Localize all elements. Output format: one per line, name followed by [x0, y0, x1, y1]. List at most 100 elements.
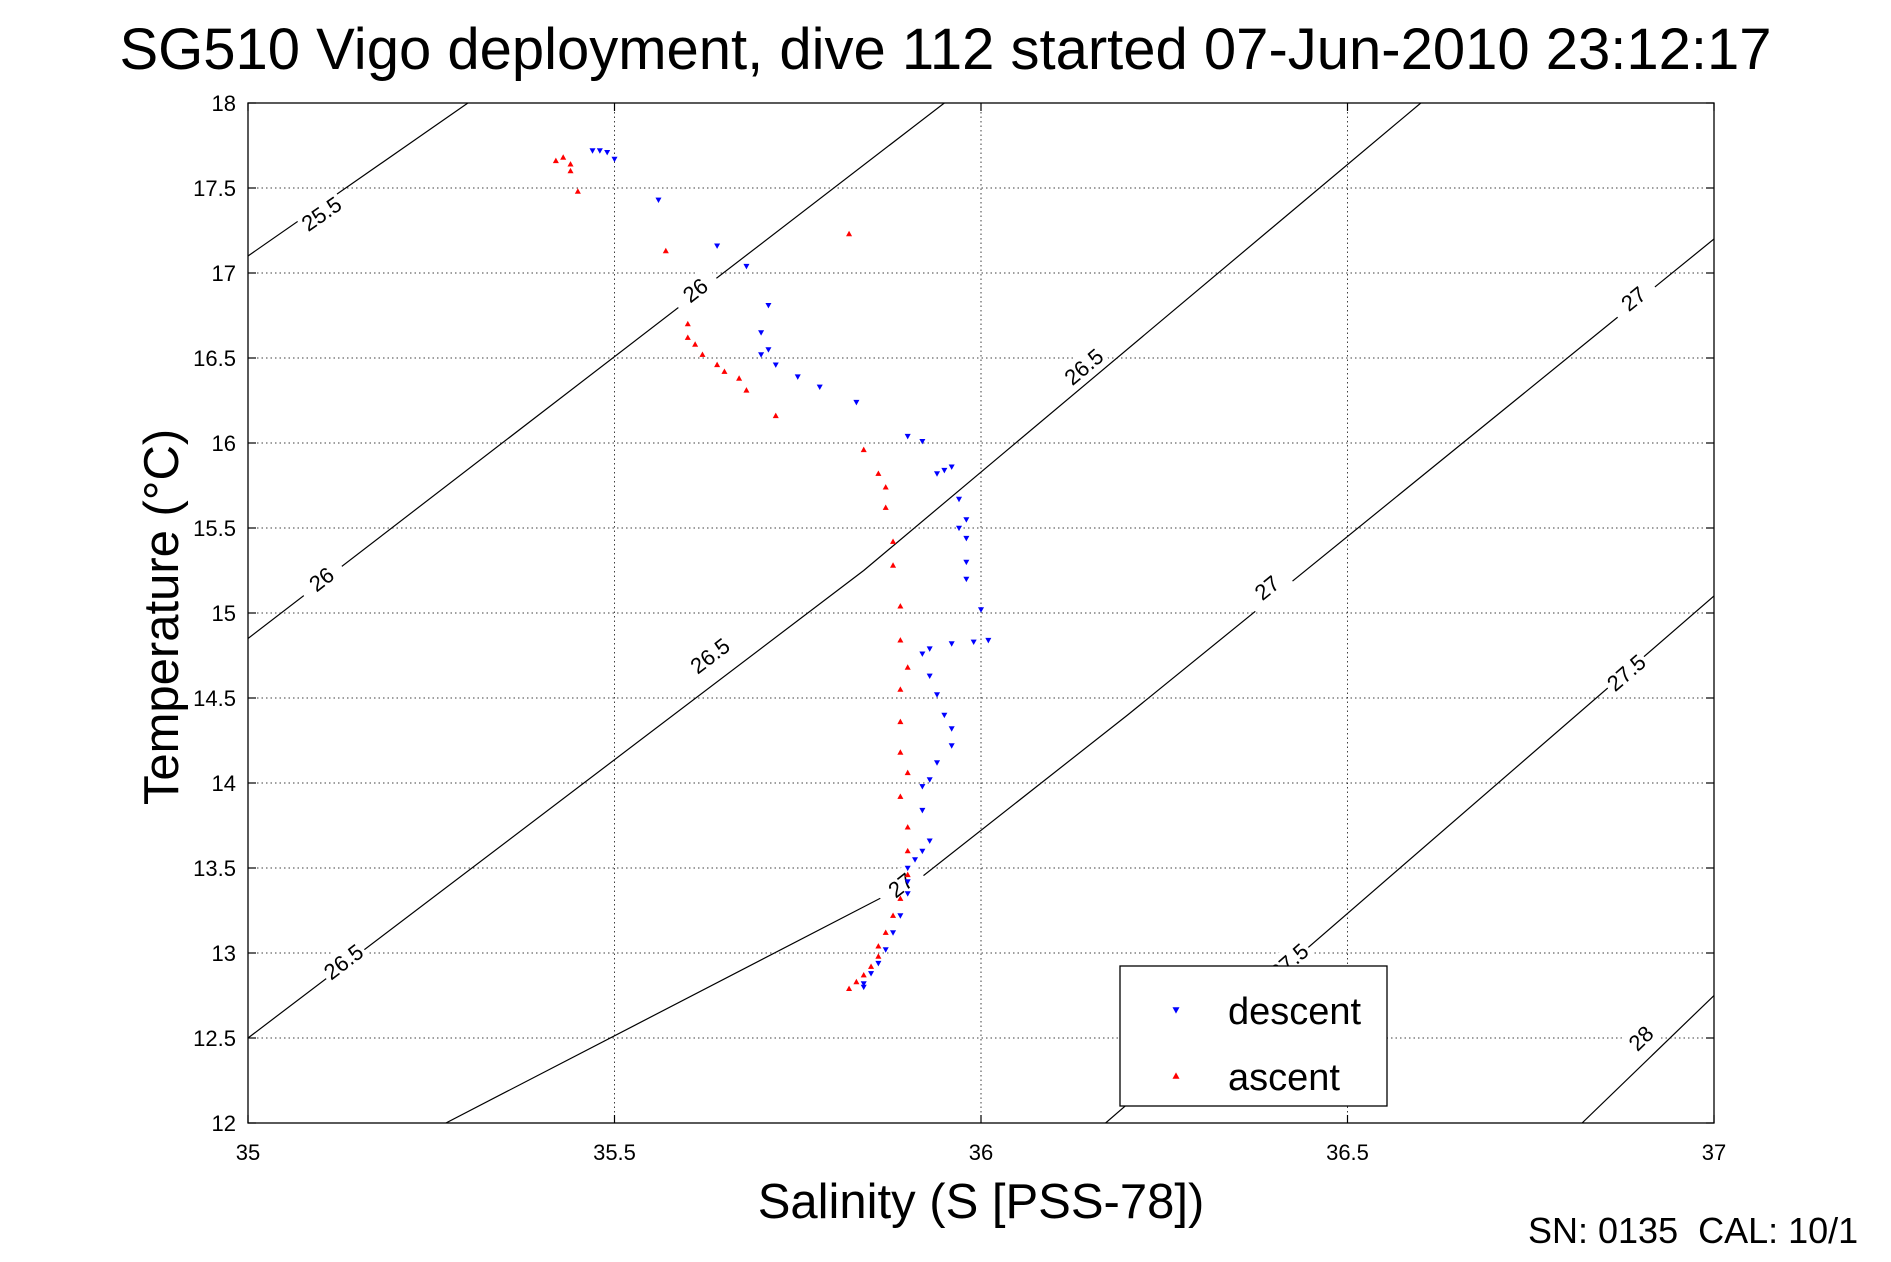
ascent-point [904, 664, 911, 670]
serial-calibration-label: SN: 0135 CAL: 10/1 [1528, 1210, 1859, 1251]
descent-point [772, 362, 779, 368]
contour-label-background [873, 859, 928, 911]
series-descent [589, 148, 992, 991]
ascent-point [897, 686, 904, 692]
contour-label-background [1240, 562, 1294, 613]
descent-point [912, 857, 919, 863]
legend-marker-ascent [1172, 1072, 1180, 1079]
descent-point [970, 639, 977, 646]
descent-point [919, 784, 926, 790]
ascent-point [552, 157, 559, 164]
contour-label-background [682, 630, 737, 681]
ascent-point [897, 603, 904, 609]
contour-label-background [1606, 273, 1661, 324]
ascent-point [897, 749, 904, 755]
descent-point [765, 303, 772, 309]
contour-line-27 [445, 238, 1714, 1123]
axes: 35 35.5 36 36.5 37 12 12.5 13 13.5 14 14.5 15 15.5 16… [193, 91, 1726, 1165]
descent-point [919, 807, 926, 814]
y-tick-label: 18 [212, 91, 236, 116]
ascent-point [897, 895, 904, 901]
y-tick-label: 17.5 [193, 176, 236, 201]
descent-point [948, 464, 955, 470]
descent-point [868, 971, 875, 977]
ascent-point [875, 470, 882, 476]
descent-point [904, 865, 911, 872]
descent-point [758, 352, 765, 358]
contour-label-background [316, 936, 371, 987]
legend-label-ascent: ascent [1228, 1057, 1340, 1099]
contour-line-26-5 [248, 103, 1422, 1039]
contour-label: 27 [1606, 273, 1661, 324]
descent-point [794, 374, 801, 380]
descent-point [611, 156, 618, 163]
legend: descent ascent [1119, 965, 1388, 1107]
y-tick-label: 15.5 [193, 516, 236, 541]
descent-point [956, 496, 963, 503]
descent-point [926, 646, 933, 652]
contour-label: 28 [1614, 1011, 1667, 1065]
descent-point [897, 913, 904, 919]
contour-label: 27 [1240, 562, 1294, 613]
descent-point [977, 607, 985, 613]
descent-point [941, 467, 948, 474]
descent-point [904, 891, 911, 897]
ascent-point [882, 484, 889, 490]
descent-point [926, 777, 933, 783]
legend-box [1119, 965, 1388, 1107]
chart-title: SG510 Vigo deployment, dive 112 started … [119, 17, 1772, 82]
descent-point [963, 535, 970, 542]
descent-point [882, 947, 889, 953]
x-tick-label: 36.5 [1326, 1140, 1369, 1165]
contour-line-25-5 [248, 103, 469, 257]
ascent-point [897, 637, 904, 643]
contour-label: 27.5 [1599, 646, 1653, 699]
ascent-point [692, 341, 699, 347]
ascent-point [875, 953, 882, 959]
y-tick-label: 15 [212, 601, 236, 626]
descent-point [875, 960, 882, 967]
ascent-point [904, 824, 911, 830]
descent-point [956, 525, 963, 532]
descent-point [963, 559, 970, 566]
ascent-point [846, 985, 853, 991]
descent-point [985, 637, 992, 644]
descent-point [919, 651, 926, 657]
descent-point [919, 848, 926, 855]
ascent-point [904, 847, 911, 854]
contour-label: 26.5 [1056, 341, 1111, 392]
ascent-point [890, 912, 897, 918]
legend-label-descent: descent [1228, 991, 1362, 1033]
ascent-point [772, 412, 779, 419]
ascent-point [684, 334, 691, 340]
contour-label: 27 [873, 859, 928, 911]
contour-label-background [1614, 1011, 1667, 1065]
descent-point [948, 726, 955, 732]
ascent-point [846, 230, 853, 237]
descent-point [963, 576, 970, 583]
contour-line-28 [1581, 995, 1714, 1123]
descent-point [604, 150, 611, 156]
contour-label: 25.5 [294, 189, 349, 238]
legend-marker-descent [1172, 1007, 1180, 1014]
descent-point [743, 263, 750, 270]
contour-label-background [294, 189, 349, 238]
y-axis-label: Temperature (°C) [135, 428, 189, 806]
x-axis-label: Salinity (S [PSS-78]) [757, 1175, 1205, 1229]
y-tick-label: 12 [212, 1111, 236, 1136]
x-tick-label: 35.5 [593, 1140, 636, 1165]
ascent-point [736, 375, 743, 381]
ascent-point [897, 793, 904, 799]
series-ascent [552, 154, 911, 991]
ascent-point [904, 769, 911, 776]
x-tick-label: 36 [969, 1140, 993, 1165]
descent-point [948, 743, 955, 749]
descent-point [589, 148, 596, 154]
contour-label-background [1056, 341, 1111, 392]
y-tick-label: 14 [212, 771, 236, 796]
descent-point [963, 517, 970, 523]
descent-point [934, 692, 941, 698]
ascent-point [567, 161, 574, 167]
